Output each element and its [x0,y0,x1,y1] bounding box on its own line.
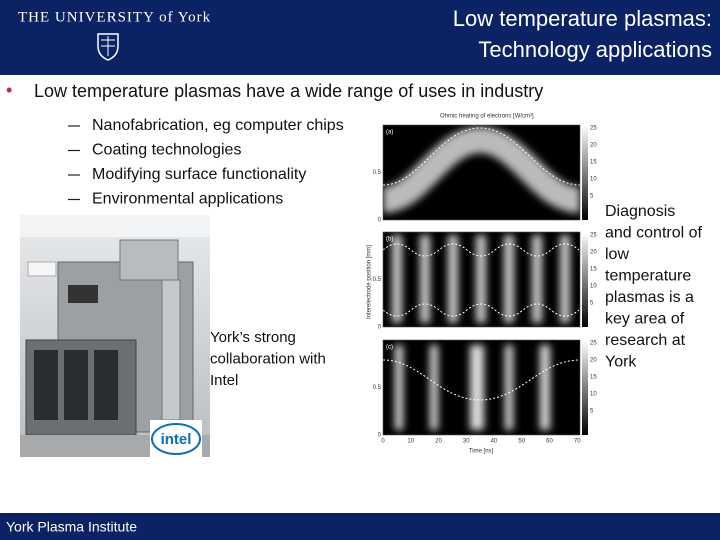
bullet-dot: • [6,80,12,100]
colorbar-tick: 20 [590,358,597,364]
side-text: Diagnosis and control of low temperature pla… [605,203,703,371]
x-tick: 60 [546,439,553,445]
footer-text: York Plasma Institute [6,519,137,535]
x-tick: 20 [435,439,442,445]
colorbar-tick: 10 [590,392,597,398]
side-line: Diagnosis [605,203,675,220]
x-tick: 30 [463,439,470,445]
side-line: and control of [605,225,703,242]
sub-bullet: Nanofabrication, eg computer chips [92,117,344,134]
footer-bar [0,513,720,540]
panel-label: (a) [386,130,393,136]
figure-x-label: Time [ns] [469,449,494,455]
figure-y-label: Interelectrode position [mm] [367,245,373,319]
side-line: research at [605,332,686,349]
colorbar [582,232,588,327]
side-line: low [605,246,629,263]
x-tick: 0 [381,439,385,445]
x-tick: 10 [407,439,414,445]
university-logo: THE UNIVERSITY of York [18,9,211,25]
colorbar-tick: 20 [590,143,597,149]
side-line: key area of [605,311,685,328]
figure-title: Ohmic heating of electrons [W/cm³] [440,114,534,120]
panel-label: (b) [386,237,393,243]
sub-bullet: Modifying surface functionality [92,166,306,183]
crest-detail [101,36,115,56]
y-tick: 0 [378,433,382,439]
panel-frame [382,231,581,328]
colorbar [582,340,588,435]
colorbar-tick: 15 [590,160,597,166]
colorbar [582,125,588,220]
x-tick: 40 [491,439,498,445]
panel-frame [382,339,581,436]
slide-title: Low temperature plasmas: [453,6,712,31]
colorbar-tick: 5 [590,301,594,307]
slide-title: Technology applications [478,37,712,62]
caption-line: collaboration with [210,350,326,367]
colorbar-tick: 25 [590,126,597,132]
intel-logo: intel [161,431,192,448]
colorbar-tick: 5 [590,409,594,415]
header-bar [0,0,720,75]
colorbar-tick: 10 [590,177,597,183]
y-tick: 0.5 [373,385,382,391]
sub-bullet: Coating technologies [92,142,241,159]
x-tick: 50 [518,439,525,445]
crest [97,33,119,61]
y-tick: 0.5 [373,277,382,283]
intel-logo-ring [151,423,201,455]
colorbar-tick: 20 [590,250,597,256]
colorbar-tick: 25 [590,341,597,347]
colorbar-tick: 15 [590,375,597,381]
colorbar-tick: 25 [590,233,597,239]
bullet-text: Low temperature plasmas have a wide rang… [34,81,543,101]
simulation-figure: Ohmic heating of electrons [W/cm³] Inter… [365,110,600,460]
caption-line: Intel [210,372,238,389]
caption-line: York’s strong [210,329,296,346]
x-tick: 70 [574,439,581,445]
intel-logo-bg [150,420,202,458]
panel-label: (c) [386,345,393,351]
sub-bullets: Nanofabrication, eg computer chips Coatin… [68,117,344,208]
colorbar-tick: 10 [590,284,597,290]
panel-frame [382,124,581,221]
photo-caption: York’s strong collaboration with Intel [210,329,326,389]
y-tick: 0 [378,325,382,331]
colorbar-tick: 15 [590,267,597,273]
side-line: plasmas is a [605,289,694,306]
colorbar-tick: 5 [590,194,594,200]
y-tick: 0 [378,218,382,224]
side-line: temperature [605,268,691,285]
sub-bullet: Environmental applications [92,191,283,208]
side-line: York [605,354,637,371]
y-tick: 0.5 [373,170,382,176]
